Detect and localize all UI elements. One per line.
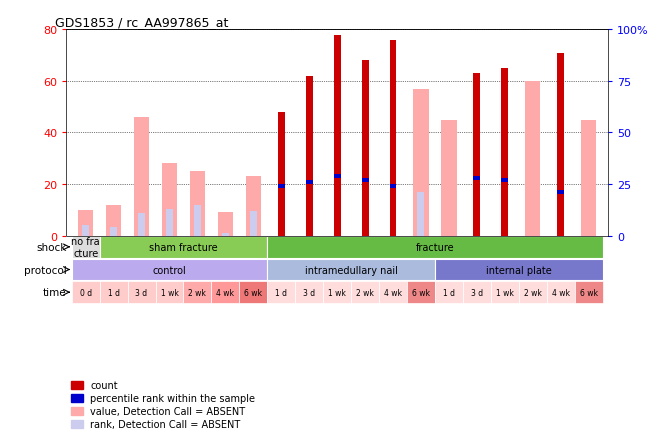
Bar: [389, 41, 397, 236]
Bar: [557, 53, 564, 236]
Text: internal plate: internal plate: [486, 265, 551, 275]
Text: 2 wk: 2 wk: [188, 288, 206, 297]
Bar: [407, 282, 435, 303]
Bar: [100, 237, 267, 258]
Text: 1 wk: 1 wk: [496, 288, 514, 297]
Text: 1 wk: 1 wk: [328, 288, 346, 297]
Bar: [194, 205, 201, 236]
Text: 4 wk: 4 wk: [552, 288, 570, 297]
Bar: [473, 177, 481, 180]
Bar: [78, 210, 93, 236]
Text: 3 d: 3 d: [471, 288, 483, 297]
Bar: [267, 237, 603, 258]
Bar: [250, 211, 256, 236]
Bar: [389, 185, 397, 188]
Text: intramedullary nail: intramedullary nail: [305, 265, 397, 275]
Bar: [71, 237, 100, 258]
Bar: [351, 282, 379, 303]
Bar: [190, 172, 205, 236]
Text: 4 wk: 4 wk: [384, 288, 402, 297]
Bar: [222, 234, 229, 236]
Bar: [306, 77, 313, 236]
Text: protocol: protocol: [24, 265, 67, 275]
Bar: [246, 177, 261, 236]
Bar: [267, 282, 295, 303]
Bar: [110, 228, 117, 236]
Bar: [134, 118, 149, 236]
Text: 2 wk: 2 wk: [524, 288, 541, 297]
Text: 1 d: 1 d: [275, 288, 288, 297]
Bar: [473, 74, 481, 236]
Bar: [162, 164, 177, 236]
Bar: [557, 191, 564, 195]
Text: GDS1853 / rc_AA997865_at: GDS1853 / rc_AA997865_at: [56, 16, 229, 29]
Bar: [557, 195, 564, 236]
Text: 4 wk: 4 wk: [216, 288, 235, 297]
Bar: [71, 259, 267, 281]
Bar: [379, 282, 407, 303]
Bar: [166, 209, 173, 236]
Bar: [501, 69, 508, 236]
Bar: [501, 178, 508, 182]
Bar: [217, 213, 233, 236]
Bar: [295, 282, 323, 303]
Text: 1 wk: 1 wk: [161, 288, 178, 297]
Text: 6 wk: 6 wk: [412, 288, 430, 297]
Bar: [441, 120, 457, 236]
Bar: [435, 259, 603, 281]
Text: 6 wk: 6 wk: [580, 288, 598, 297]
Text: fracture: fracture: [416, 242, 454, 252]
Bar: [128, 282, 155, 303]
Text: 0 d: 0 d: [79, 288, 92, 297]
Bar: [82, 226, 89, 236]
Text: 3 d: 3 d: [303, 288, 315, 297]
Bar: [306, 181, 313, 184]
Bar: [278, 112, 285, 236]
Bar: [574, 282, 603, 303]
Bar: [581, 120, 596, 236]
Bar: [413, 89, 428, 236]
Text: 6 wk: 6 wk: [245, 288, 262, 297]
Bar: [106, 205, 121, 236]
Bar: [547, 282, 574, 303]
Bar: [212, 282, 239, 303]
Bar: [525, 82, 540, 236]
Bar: [463, 282, 490, 303]
Text: 2 wk: 2 wk: [356, 288, 374, 297]
Text: time: time: [43, 287, 67, 297]
Bar: [155, 282, 184, 303]
Text: 1 d: 1 d: [443, 288, 455, 297]
Text: 1 d: 1 d: [108, 288, 120, 297]
Bar: [362, 178, 368, 182]
Bar: [138, 214, 145, 236]
Bar: [519, 282, 547, 303]
Bar: [435, 282, 463, 303]
Text: 3 d: 3 d: [136, 288, 147, 297]
Text: control: control: [153, 265, 186, 275]
Text: sham fracture: sham fracture: [149, 242, 217, 252]
Text: no fra
cture: no fra cture: [71, 237, 100, 258]
Bar: [490, 282, 519, 303]
Bar: [184, 282, 212, 303]
Bar: [100, 282, 128, 303]
Legend: count, percentile rank within the sample, value, Detection Call = ABSENT, rank, : count, percentile rank within the sample…: [71, 381, 255, 429]
Bar: [323, 282, 351, 303]
Bar: [334, 174, 340, 178]
Bar: [334, 36, 340, 236]
Text: shock: shock: [36, 242, 67, 252]
Bar: [71, 282, 100, 303]
Bar: [362, 61, 368, 236]
Bar: [239, 282, 267, 303]
Bar: [418, 193, 424, 236]
Bar: [267, 259, 435, 281]
Bar: [278, 185, 285, 188]
